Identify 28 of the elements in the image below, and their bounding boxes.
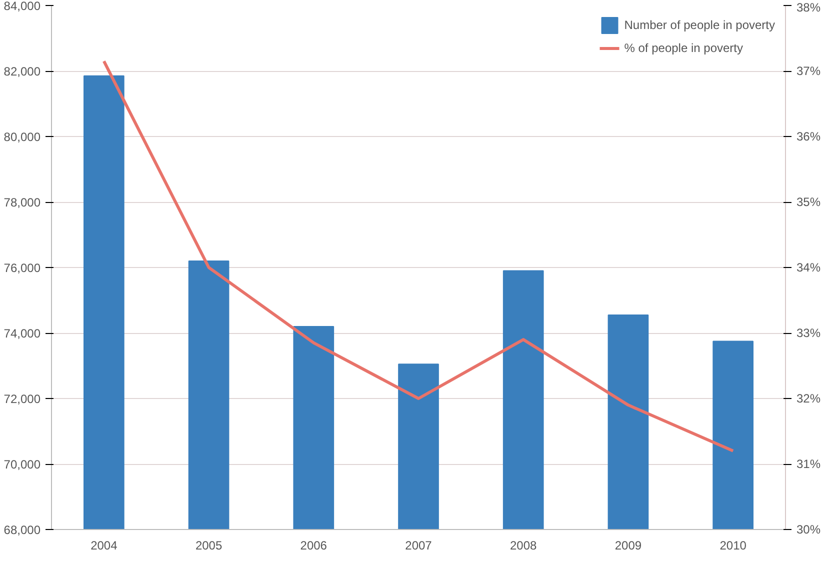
y2-tick-label: 34% <box>796 260 821 274</box>
x-tick-label: 2006 <box>300 538 328 552</box>
y-tick-label: 70,000 <box>4 458 41 472</box>
y-tick-label: 68,000 <box>4 523 41 537</box>
legend-label: % of people in poverty <box>624 41 743 55</box>
y2-tick-label: 38% <box>796 0 821 14</box>
x-tick-label: 2008 <box>510 538 538 552</box>
y-tick-label: 84,000 <box>4 0 41 13</box>
y2-tick-label: 32% <box>796 392 821 406</box>
x-tick-label: 2010 <box>720 538 747 552</box>
y-tick-label: 74,000 <box>4 326 41 340</box>
x-tick-label: 2009 <box>614 538 642 552</box>
y-tick-label: 78,000 <box>4 196 41 210</box>
y2-tick-label: 36% <box>796 130 821 144</box>
x-tick-label: 2004 <box>90 538 118 552</box>
x-tick-label: 2007 <box>405 538 432 552</box>
y-tick-label: 82,000 <box>4 64 41 78</box>
line-series <box>102 60 735 452</box>
y2-tick-label: 37% <box>796 64 821 78</box>
y2-tick-label: 31% <box>796 457 821 471</box>
y2-tick-label: 35% <box>796 195 821 209</box>
y2-tick-label: 30% <box>796 522 821 536</box>
y2-tick-label: 33% <box>796 326 821 340</box>
y-tick-label: 72,000 <box>4 392 41 406</box>
y-tick-label: 76,000 <box>4 261 41 275</box>
legend-label: Number of people in poverty <box>624 18 775 32</box>
x-tick-label: 2005 <box>195 538 222 552</box>
y-tick-label: 80,000 <box>4 130 41 144</box>
